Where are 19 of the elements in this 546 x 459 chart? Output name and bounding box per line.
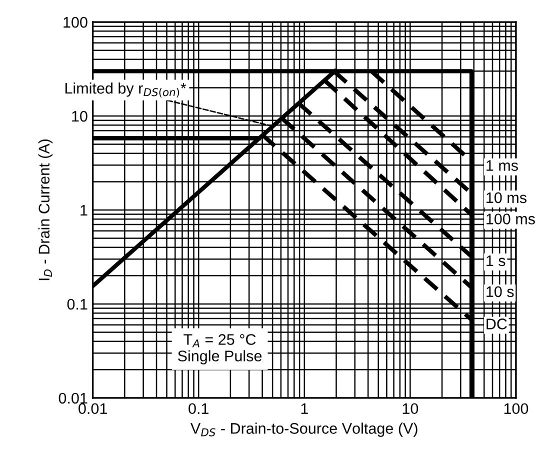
annotation: Limited by r$_{DS(on)}$*	[65, 82, 186, 98]
y-axis-title: I$_{D}$ - Drain Current (A)	[38, 140, 53, 280]
y-tick-label: 10	[72, 110, 88, 122]
y-tick-label: 1	[80, 205, 88, 216]
series-label: 100 ms	[486, 214, 535, 224]
series-label: 10 ms	[486, 192, 526, 204]
x-tick-label: 1	[301, 403, 308, 414]
y-tick-label: 0.01	[58, 392, 88, 404]
series-label: 1 s	[486, 255, 506, 266]
y-tick-label: 100	[64, 16, 88, 28]
series-label: 1 ms	[486, 160, 518, 171]
annotation: T$_{A}$ = 25 °C Single Pulse	[178, 334, 262, 364]
x-tick-label: 10	[402, 403, 418, 414]
series-label: 10 s	[486, 286, 514, 298]
x-tick-label: 100	[504, 403, 528, 414]
y-tick-label: 0.1	[67, 298, 88, 310]
x-tick-label: 0.1	[188, 403, 208, 414]
x-axis-title: V$_{DS}$ - Drain-to-Source Voltage (V)	[190, 422, 418, 437]
series-label: DC	[486, 318, 507, 330]
